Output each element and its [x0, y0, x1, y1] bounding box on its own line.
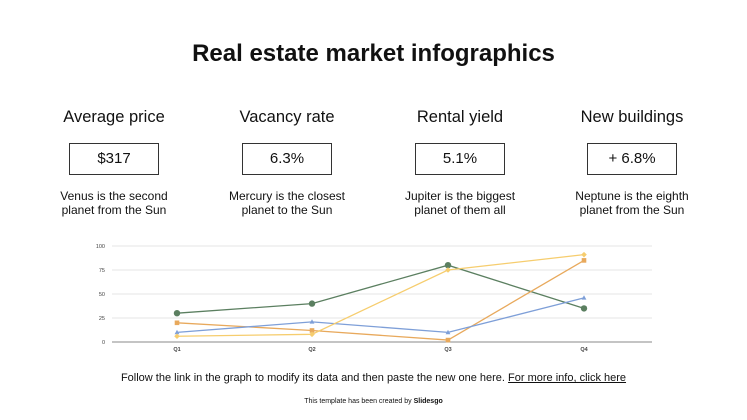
data-point — [581, 251, 587, 258]
series-line-green — [176, 264, 585, 314]
desc-line: planet to the Sun — [241, 203, 333, 217]
y-tick-label: 50 — [99, 292, 105, 298]
stat-vacancy-rate: Vacancy rate 6.3% Mercury is the closest… — [201, 108, 373, 217]
data-point — [173, 310, 181, 317]
data-point — [581, 258, 587, 263]
data-point — [445, 337, 451, 343]
credit-text: This template has been created by — [304, 398, 412, 405]
data-point — [580, 305, 588, 312]
data-point — [309, 328, 315, 333]
data-point — [174, 320, 180, 326]
x-tick-label: Q1 — [173, 347, 180, 353]
data-point — [174, 333, 180, 340]
stat-desc: Venus is the second planet from the Sun — [28, 189, 200, 217]
stat-value: 6.3% — [242, 143, 332, 175]
data-point — [581, 295, 587, 300]
x-tick-label: Q2 — [308, 347, 315, 353]
stat-desc: Jupiter is the biggest planet of them all — [374, 189, 546, 217]
stat-label: Rental yield — [416, 108, 504, 126]
credit: This template has been created by Slides… — [0, 398, 747, 405]
stat-desc: Neptune is the eighth planet from the Sun — [546, 189, 718, 217]
data-point — [445, 267, 451, 273]
stat-average-price: Average price $317 Venus is the second pl… — [28, 108, 200, 217]
data-point — [309, 319, 315, 324]
desc-line: Mercury is the closest — [228, 189, 346, 203]
stat-value: + 6.8% — [587, 143, 677, 175]
footer-note: Follow the link in the graph to modify i… — [0, 372, 747, 384]
stat-label: Average price — [63, 108, 165, 126]
stat-rental-yield: Rental yield 5.1% Jupiter is the biggest… — [374, 108, 546, 217]
data-point — [308, 300, 316, 307]
more-info-link[interactable]: For more info, click here — [508, 372, 627, 384]
desc-line: planet of them all — [414, 203, 506, 217]
stat-value: 5.1% — [415, 143, 505, 175]
stat-desc: Mercury is the closest planet to the Sun — [201, 189, 373, 217]
desc-line: Jupiter is the biggest — [404, 189, 516, 203]
footer-text: Follow the link in the graph to modify i… — [120, 372, 505, 384]
desc-line: planet from the Sun — [61, 203, 167, 217]
data-point — [445, 329, 451, 335]
y-tick-label: 75 — [99, 268, 105, 274]
series-line-yellow — [176, 253, 585, 337]
data-point — [174, 329, 180, 335]
stat-label: New buildings — [580, 108, 684, 126]
page-title: Real estate market infographics — [192, 40, 555, 67]
stat-value: $317 — [69, 143, 159, 175]
desc-line: Venus is the second — [60, 189, 168, 203]
data-point — [309, 331, 315, 338]
x-tick-label: Q4 — [580, 347, 588, 353]
credit-brand: Slidesgo — [413, 398, 443, 405]
desc-line: Neptune is the eighth — [575, 189, 689, 203]
stat-label: Vacancy rate — [239, 108, 335, 126]
desc-line: planet from the Sun — [579, 203, 685, 217]
y-tick-label: 25 — [99, 316, 105, 322]
y-tick-label: 100 — [96, 244, 105, 250]
series-line-blue — [176, 297, 585, 334]
data-point — [444, 262, 452, 269]
x-tick-label: Q3 — [444, 347, 451, 353]
stat-new-buildings: New buildings + 6.8% Neptune is the eigh… — [546, 108, 718, 217]
y-tick-label: 0 — [102, 340, 105, 346]
